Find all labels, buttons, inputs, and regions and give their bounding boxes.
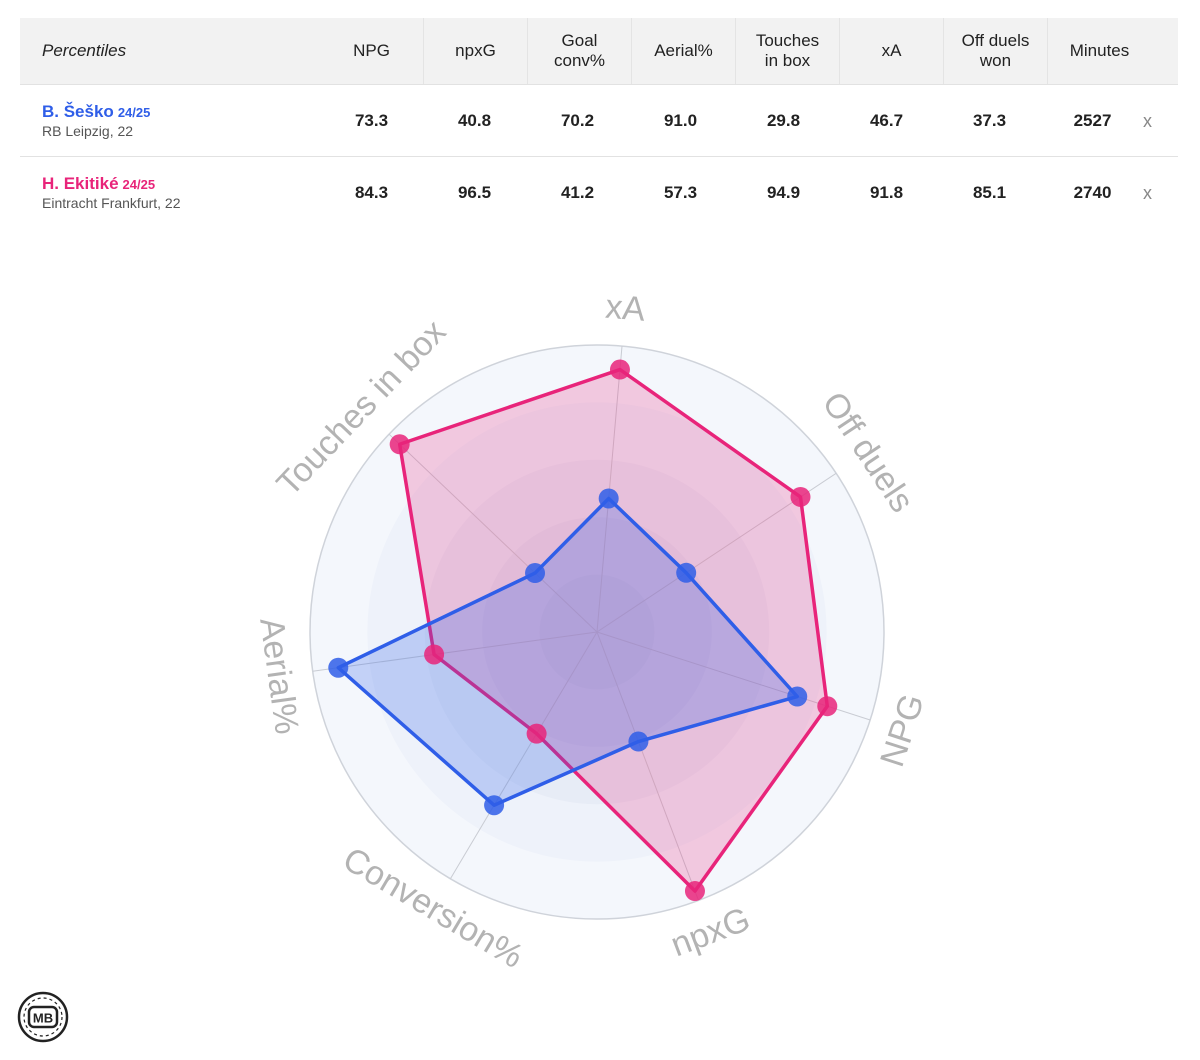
remove-player-button[interactable]: x <box>1143 111 1152 131</box>
logo-text: MB <box>33 1011 53 1026</box>
data-point <box>684 881 705 902</box>
player-season: 24/25 <box>117 105 151 120</box>
data-point <box>790 486 811 507</box>
grid-spoke <box>388 433 598 633</box>
data-point <box>328 657 349 678</box>
value-npg: 73.3 <box>354 110 389 130</box>
grid-spoke <box>596 631 699 901</box>
axis-label: Aerial% <box>252 615 306 736</box>
column-header-minutes: Minutes <box>1069 41 1130 60</box>
data-point <box>609 359 630 380</box>
grid-spoke <box>312 631 598 672</box>
value-aerial: 91.0 <box>663 110 698 130</box>
column-header-npg: NPG <box>320 18 424 84</box>
value-npg: 84.3 <box>354 182 389 202</box>
player-name[interactable]: B. Šeško <box>42 102 114 121</box>
player-info: H. Ekitiké 24/25 Eintracht Frankfurt, 22 <box>20 174 320 211</box>
data-point <box>424 644 445 665</box>
value-xa: 46.7 <box>869 110 904 130</box>
header-label: Percentiles <box>42 41 127 60</box>
column-header-xa: xA <box>840 18 944 84</box>
player-row-ekitike: H. Ekitiké 24/25 Eintracht Frankfurt, 22 … <box>20 157 1178 228</box>
value-off-duels-won: 85.1 <box>972 182 1007 202</box>
axis-label: npxG <box>666 900 755 964</box>
value-goal-conv: 70.2 <box>560 110 595 130</box>
data-point <box>389 434 410 455</box>
column-header-aerial: Aerial% <box>632 18 736 84</box>
column-header-npxg: npxG <box>424 18 528 84</box>
percentile-table: Percentiles NPG npxG Goal conv% Aerial% T… <box>20 18 1178 228</box>
value-minutes: 2527 <box>1073 110 1112 130</box>
data-point <box>787 686 808 707</box>
value-aerial: 57.3 <box>663 182 698 202</box>
value-off-duels-won: 37.3 <box>972 110 1007 130</box>
column-header-touches-in-box: Touches in box <box>736 18 840 84</box>
value-npxg: 40.8 <box>457 110 492 130</box>
player-row-sesko: B. Šeško 24/25 RB Leipzig, 22 73.3 40.8 7… <box>20 85 1178 157</box>
player-team: Eintracht Frankfurt, 22 <box>42 195 181 211</box>
axis-label: xA <box>604 288 647 329</box>
value-touches-in-box: 94.9 <box>766 182 801 202</box>
column-header-goal-conv: Goal conv% <box>528 18 632 84</box>
player-season: 24/25 <box>122 177 156 192</box>
remove-player-button[interactable]: x <box>1143 183 1152 203</box>
series-area <box>397 367 830 893</box>
mb-logo: MB <box>17 991 69 1043</box>
value-minutes: 2740 <box>1073 182 1112 202</box>
data-point <box>628 731 649 752</box>
data-point <box>526 723 547 744</box>
value-xa: 91.8 <box>869 182 904 202</box>
table-header: Percentiles NPG npxG Goal conv% Aerial% T… <box>20 18 1178 85</box>
value-goal-conv: 41.2 <box>560 182 595 202</box>
column-header-off-duels-won: Off duels won <box>944 18 1048 84</box>
player-info: B. Šeško 24/25 RB Leipzig, 22 <box>20 102 320 139</box>
data-point <box>676 562 697 583</box>
data-point <box>525 563 546 584</box>
axis-label: NPG <box>873 690 932 772</box>
grid-spoke <box>449 631 598 879</box>
data-point <box>598 488 619 509</box>
value-npxg: 96.5 <box>457 182 492 202</box>
data-point <box>817 696 838 717</box>
data-point <box>484 795 505 816</box>
player-team: RB Leipzig, 22 <box>42 123 134 139</box>
value-touches-in-box: 29.8 <box>766 110 801 130</box>
player-name[interactable]: H. Ekitiké <box>42 174 119 193</box>
